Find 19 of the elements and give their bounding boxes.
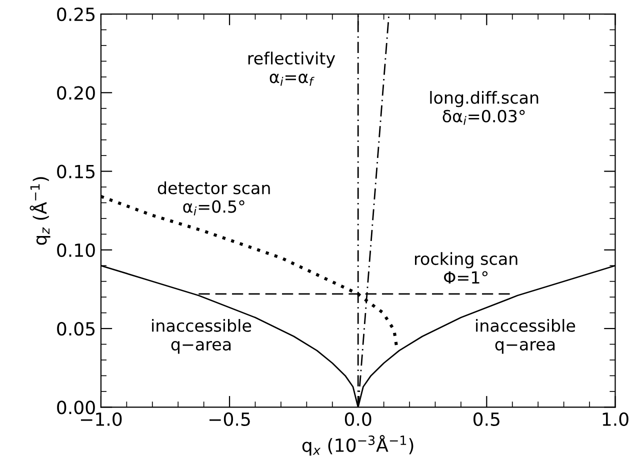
x-axis-title: q$_{x}$ (10$^{−3}$Å$^{−1}$) [302,435,414,456]
y-tick-label: 0.15 [57,164,95,178]
annotation: long.diff.scan δα$_{i}$=0.03° [430,90,538,125]
annotation: inaccessible q−area [476,319,576,354]
annotation: reflectivity α$_{i}$=α$_{f}$ [248,52,336,86]
y-tick-label: 0.20 [57,86,95,100]
y-tick-label: 0.10 [57,243,95,258]
y-tick-label: 0.00 [57,400,95,414]
y-tick-label: 0.05 [57,322,95,336]
x-tick-label: −0.5 [210,412,250,426]
annotation: detector scan α$_{i}$=0.5° [158,181,270,216]
x-tick-label: 0.5 [473,412,500,426]
y-tick-label: 0.25 [57,8,95,22]
annotation: rocking scan Φ=1° [415,252,518,284]
x-tick-label: −1.0 [80,412,122,426]
x-tick-label: 0.0 [344,412,372,426]
annotation: inaccessible q−area [152,319,252,354]
x-tick-label: 1.0 [602,412,628,426]
y-axis-title: q$_{z}$ (Å$^{−1}$) [30,177,50,245]
